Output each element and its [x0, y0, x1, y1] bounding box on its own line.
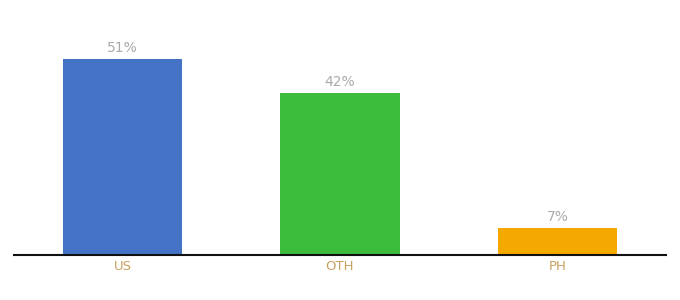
Bar: [280, 93, 400, 255]
Text: 51%: 51%: [107, 41, 138, 55]
Text: 7%: 7%: [547, 210, 568, 224]
Text: 42%: 42%: [324, 75, 356, 89]
Bar: [63, 59, 182, 255]
Bar: [498, 228, 617, 255]
